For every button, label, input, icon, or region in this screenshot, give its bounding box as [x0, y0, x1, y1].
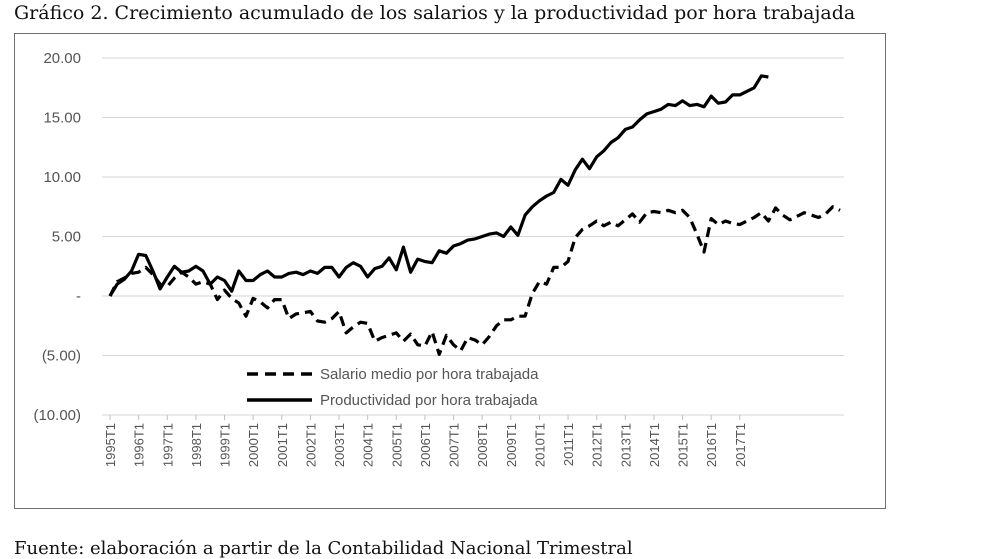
x-tick-label: 2012T1 — [590, 423, 605, 467]
x-tick-label: 2010T1 — [532, 423, 547, 467]
y-tick-label: - — [76, 288, 81, 305]
x-tick-label: 1995T1 — [103, 423, 118, 467]
salario-series-line — [108, 205, 841, 356]
y-tick-label: 5.00 — [52, 229, 81, 246]
x-tick-label: 2014T1 — [647, 423, 662, 467]
x-tick-label: 1996T1 — [132, 423, 147, 467]
x-tick-label: 2008T1 — [475, 423, 490, 467]
x-tick-label: 2016T1 — [704, 423, 719, 467]
y-tick-label: (5.00) — [42, 348, 81, 365]
x-tick-label: 2007T1 — [447, 423, 462, 467]
x-tick-label: 2009T1 — [504, 423, 519, 467]
line-chart: 20.00 15.00 10.00 5.00 - (5.00) (10.00) 1995T1 1… — [33, 50, 844, 467]
x-tick-label: 2005T1 — [389, 423, 404, 467]
x-tick-label: 2015T1 — [676, 423, 691, 467]
y-tick-label: 15.00 — [43, 110, 81, 127]
x-tick-label: 1999T1 — [218, 423, 233, 467]
x-tick-label: 2002T1 — [303, 423, 318, 467]
x-tick-label: 1998T1 — [189, 423, 204, 467]
x-tick-label: 2011T1 — [561, 423, 576, 466]
y-tick-label: (10.00) — [33, 407, 81, 424]
legend-label: Salario medio por hora trabajada — [320, 366, 539, 383]
chart-frame: 20.00 15.00 10.00 5.00 - (5.00) (10.00) 1995T1 1… — [14, 33, 886, 509]
x-tick-label: 2003T1 — [332, 423, 347, 467]
chart-title: Gráfico 2. Crecimiento acumulado de los … — [14, 2, 856, 24]
source-note: Fuente: elaboración a partir de la Conta… — [14, 538, 633, 559]
y-tick-label: 10.00 — [43, 169, 81, 186]
x-tick-label: 2013T1 — [618, 423, 633, 467]
x-tick-label: 1997T1 — [160, 423, 175, 467]
x-tick-label: 2001T1 — [275, 423, 290, 467]
y-tick-label: 20.00 — [43, 50, 81, 67]
x-tick-label: 2006T1 — [418, 423, 433, 467]
x-tick-label: 2017T1 — [733, 423, 748, 467]
productividad-series-line — [108, 74, 769, 297]
x-tick-label: 2004T1 — [361, 423, 376, 467]
legend-label: Productividad por hora trabajada — [320, 392, 538, 409]
x-tick-label: 2000T1 — [246, 423, 261, 467]
